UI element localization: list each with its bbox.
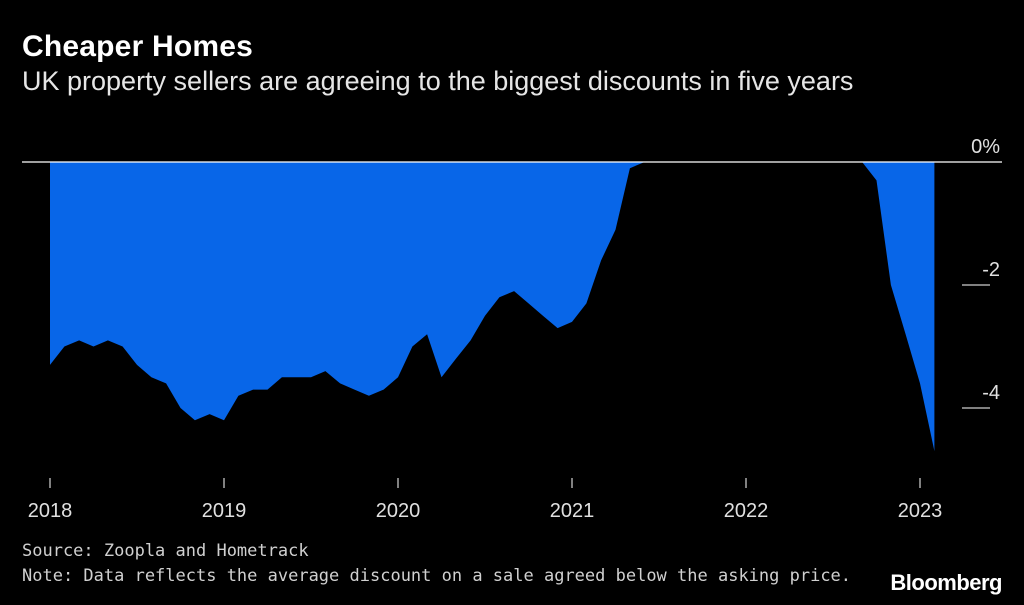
chart-subtitle: UK property sellers are agreeing to the …	[22, 66, 854, 96]
y-tick-label: 0%	[971, 136, 1000, 158]
x-tick-label: 2022	[724, 500, 769, 522]
x-tick-label: 2019	[202, 500, 247, 522]
y-axis: 0% -2 -4	[962, 136, 1000, 409]
x-tick-label: 2020	[376, 500, 421, 522]
x-tick-label: 2023	[898, 500, 943, 522]
y-tick-label: -4	[982, 382, 1000, 404]
y-tick-label: -2	[982, 259, 1000, 281]
source-note: Source: Zoopla and Hometrack	[22, 541, 309, 561]
bloomberg-logo: Bloomberg	[890, 570, 1002, 595]
footnote: Note: Data reflects the average discount…	[22, 566, 852, 586]
chart-title: Cheaper Homes	[22, 30, 254, 63]
discount-area	[50, 162, 935, 452]
x-tick-label: 2018	[28, 500, 73, 522]
x-tick-label: 2021	[550, 500, 595, 522]
x-axis: 2018 2019 2020 2021 2022 2023	[28, 478, 943, 522]
